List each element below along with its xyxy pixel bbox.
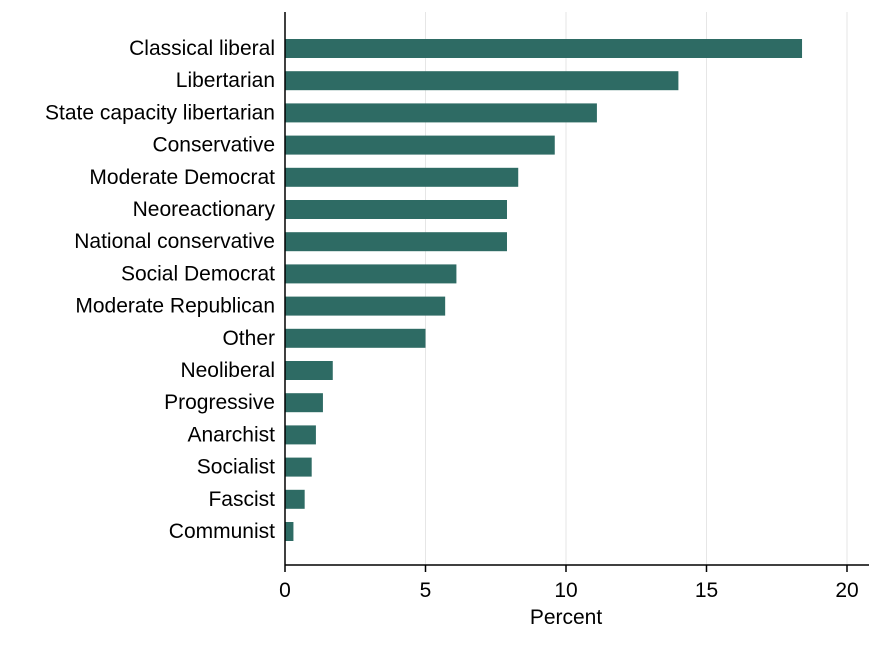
bar [285, 457, 312, 477]
x-tick-label: 10 [554, 579, 577, 602]
category-label: Fascist [208, 488, 275, 511]
bar [285, 200, 507, 219]
x-axis-ticks: 0 5 10 15 20 [279, 565, 859, 602]
category-label: Social Democrat [121, 262, 275, 285]
bar [285, 135, 555, 155]
bar [285, 393, 323, 413]
bar [285, 39, 803, 58]
bar [285, 361, 333, 380]
x-axis-title: Percent [530, 606, 603, 629]
axes [284, 12, 869, 566]
gridlines [425, 12, 848, 565]
bar [285, 522, 294, 541]
bar [285, 264, 457, 284]
bar [285, 103, 597, 123]
bar [285, 425, 316, 445]
category-label: Progressive [164, 391, 275, 414]
bar [285, 71, 679, 91]
category-label: Anarchist [187, 423, 275, 446]
category-label: Libertarian [176, 69, 275, 92]
category-label: Conservative [152, 134, 275, 157]
bar [285, 489, 305, 509]
category-labels: Classical liberal Libertarian State capaci… [45, 37, 275, 543]
category-label: Other [222, 327, 275, 350]
category-label: Neoreactionary [133, 198, 276, 221]
category-label: Moderate Democrat [89, 166, 275, 189]
x-tick-label: 5 [420, 579, 432, 602]
category-label: Moderate Republican [75, 295, 275, 318]
category-label: Neoliberal [180, 359, 275, 382]
category-label: Communist [169, 520, 275, 543]
bar [285, 296, 446, 316]
x-tick-label: 0 [279, 579, 291, 602]
bar [285, 167, 519, 187]
category-label: Classical liberal [129, 37, 275, 60]
category-label: State capacity libertarian [45, 101, 275, 124]
x-tick-label: 20 [835, 579, 858, 602]
bar [285, 328, 426, 348]
category-label: National conservative [74, 230, 275, 253]
bars [285, 39, 803, 541]
x-tick-label: 15 [695, 579, 718, 602]
category-label: Socialist [197, 456, 275, 479]
bar [285, 232, 507, 252]
